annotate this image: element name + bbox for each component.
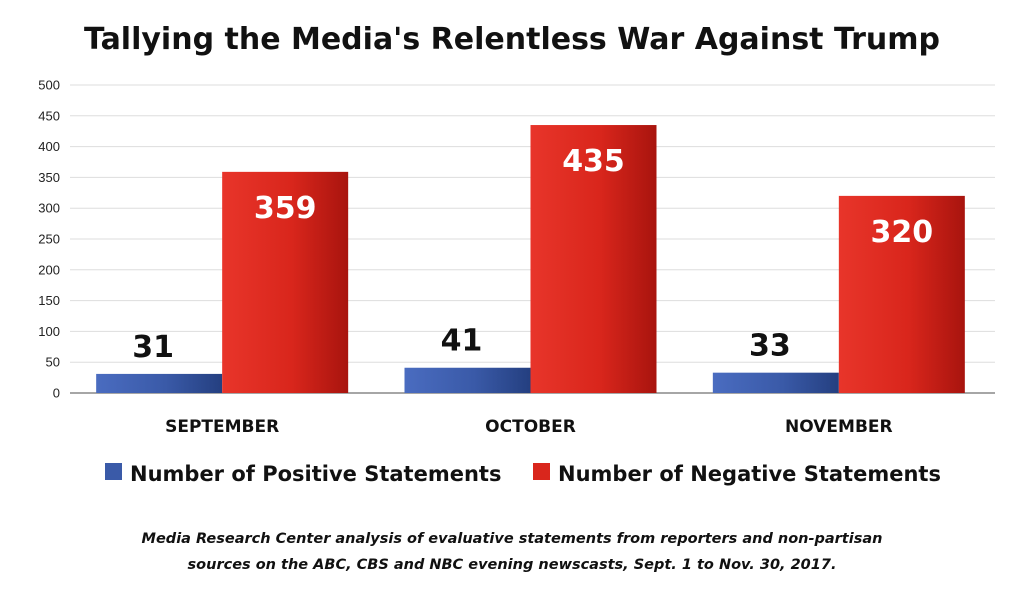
y-tick-label: 300 bbox=[38, 201, 60, 216]
bar-positive bbox=[404, 367, 531, 393]
bar-positive bbox=[96, 373, 223, 393]
y-tick-label: 0 bbox=[53, 386, 60, 401]
y-tick-label: 100 bbox=[38, 324, 60, 339]
y-tick-label: 50 bbox=[46, 355, 60, 370]
y-tick-label: 250 bbox=[38, 232, 60, 247]
data-label-positive: 41 bbox=[441, 324, 483, 359]
bar-negative bbox=[222, 171, 349, 393]
y-tick-label: 450 bbox=[38, 108, 60, 123]
x-axis: SEPTEMBER OCTOBER NOVEMBER bbox=[165, 417, 893, 437]
y-tick-label: 200 bbox=[38, 262, 60, 277]
source-note: Media Research Center analysis of evalua… bbox=[142, 531, 883, 573]
y-tick-label: 500 bbox=[38, 78, 60, 93]
data-label-positive: 33 bbox=[749, 329, 791, 364]
legend-label-positive: Number of Positive Statements bbox=[130, 462, 501, 486]
x-tick-label: NOVEMBER bbox=[785, 417, 893, 437]
bar-positive bbox=[712, 372, 839, 393]
data-label-negative: 435 bbox=[562, 144, 625, 179]
y-axis: 0 50 100 150 200 250 300 350 400 450 500 bbox=[38, 78, 60, 401]
note-line-2: sources on the ABC, CBS and NBC evening … bbox=[188, 557, 837, 573]
data-label-positive: 31 bbox=[132, 330, 174, 365]
legend-swatch-positive bbox=[105, 463, 122, 480]
data-label-negative: 320 bbox=[871, 215, 934, 250]
legend: Number of Positive Statements Number of … bbox=[105, 462, 941, 486]
note-line-1: Media Research Center analysis of evalua… bbox=[142, 531, 883, 547]
legend-label-negative: Number of Negative Statements bbox=[558, 462, 941, 486]
x-tick-label: SEPTEMBER bbox=[165, 417, 279, 437]
bars: 31 359 41 435 33 320 bbox=[96, 125, 965, 393]
x-tick-label: OCTOBER bbox=[485, 417, 576, 437]
y-tick-label: 150 bbox=[38, 293, 60, 308]
legend-swatch-negative bbox=[533, 463, 550, 480]
data-label-negative: 359 bbox=[254, 191, 317, 226]
y-tick-label: 400 bbox=[38, 139, 60, 154]
bar-negative bbox=[838, 195, 965, 393]
bar-negative bbox=[530, 125, 657, 393]
chart-title: Tallying the Media's Relentless War Agai… bbox=[84, 22, 940, 57]
y-tick-label: 350 bbox=[38, 170, 60, 185]
